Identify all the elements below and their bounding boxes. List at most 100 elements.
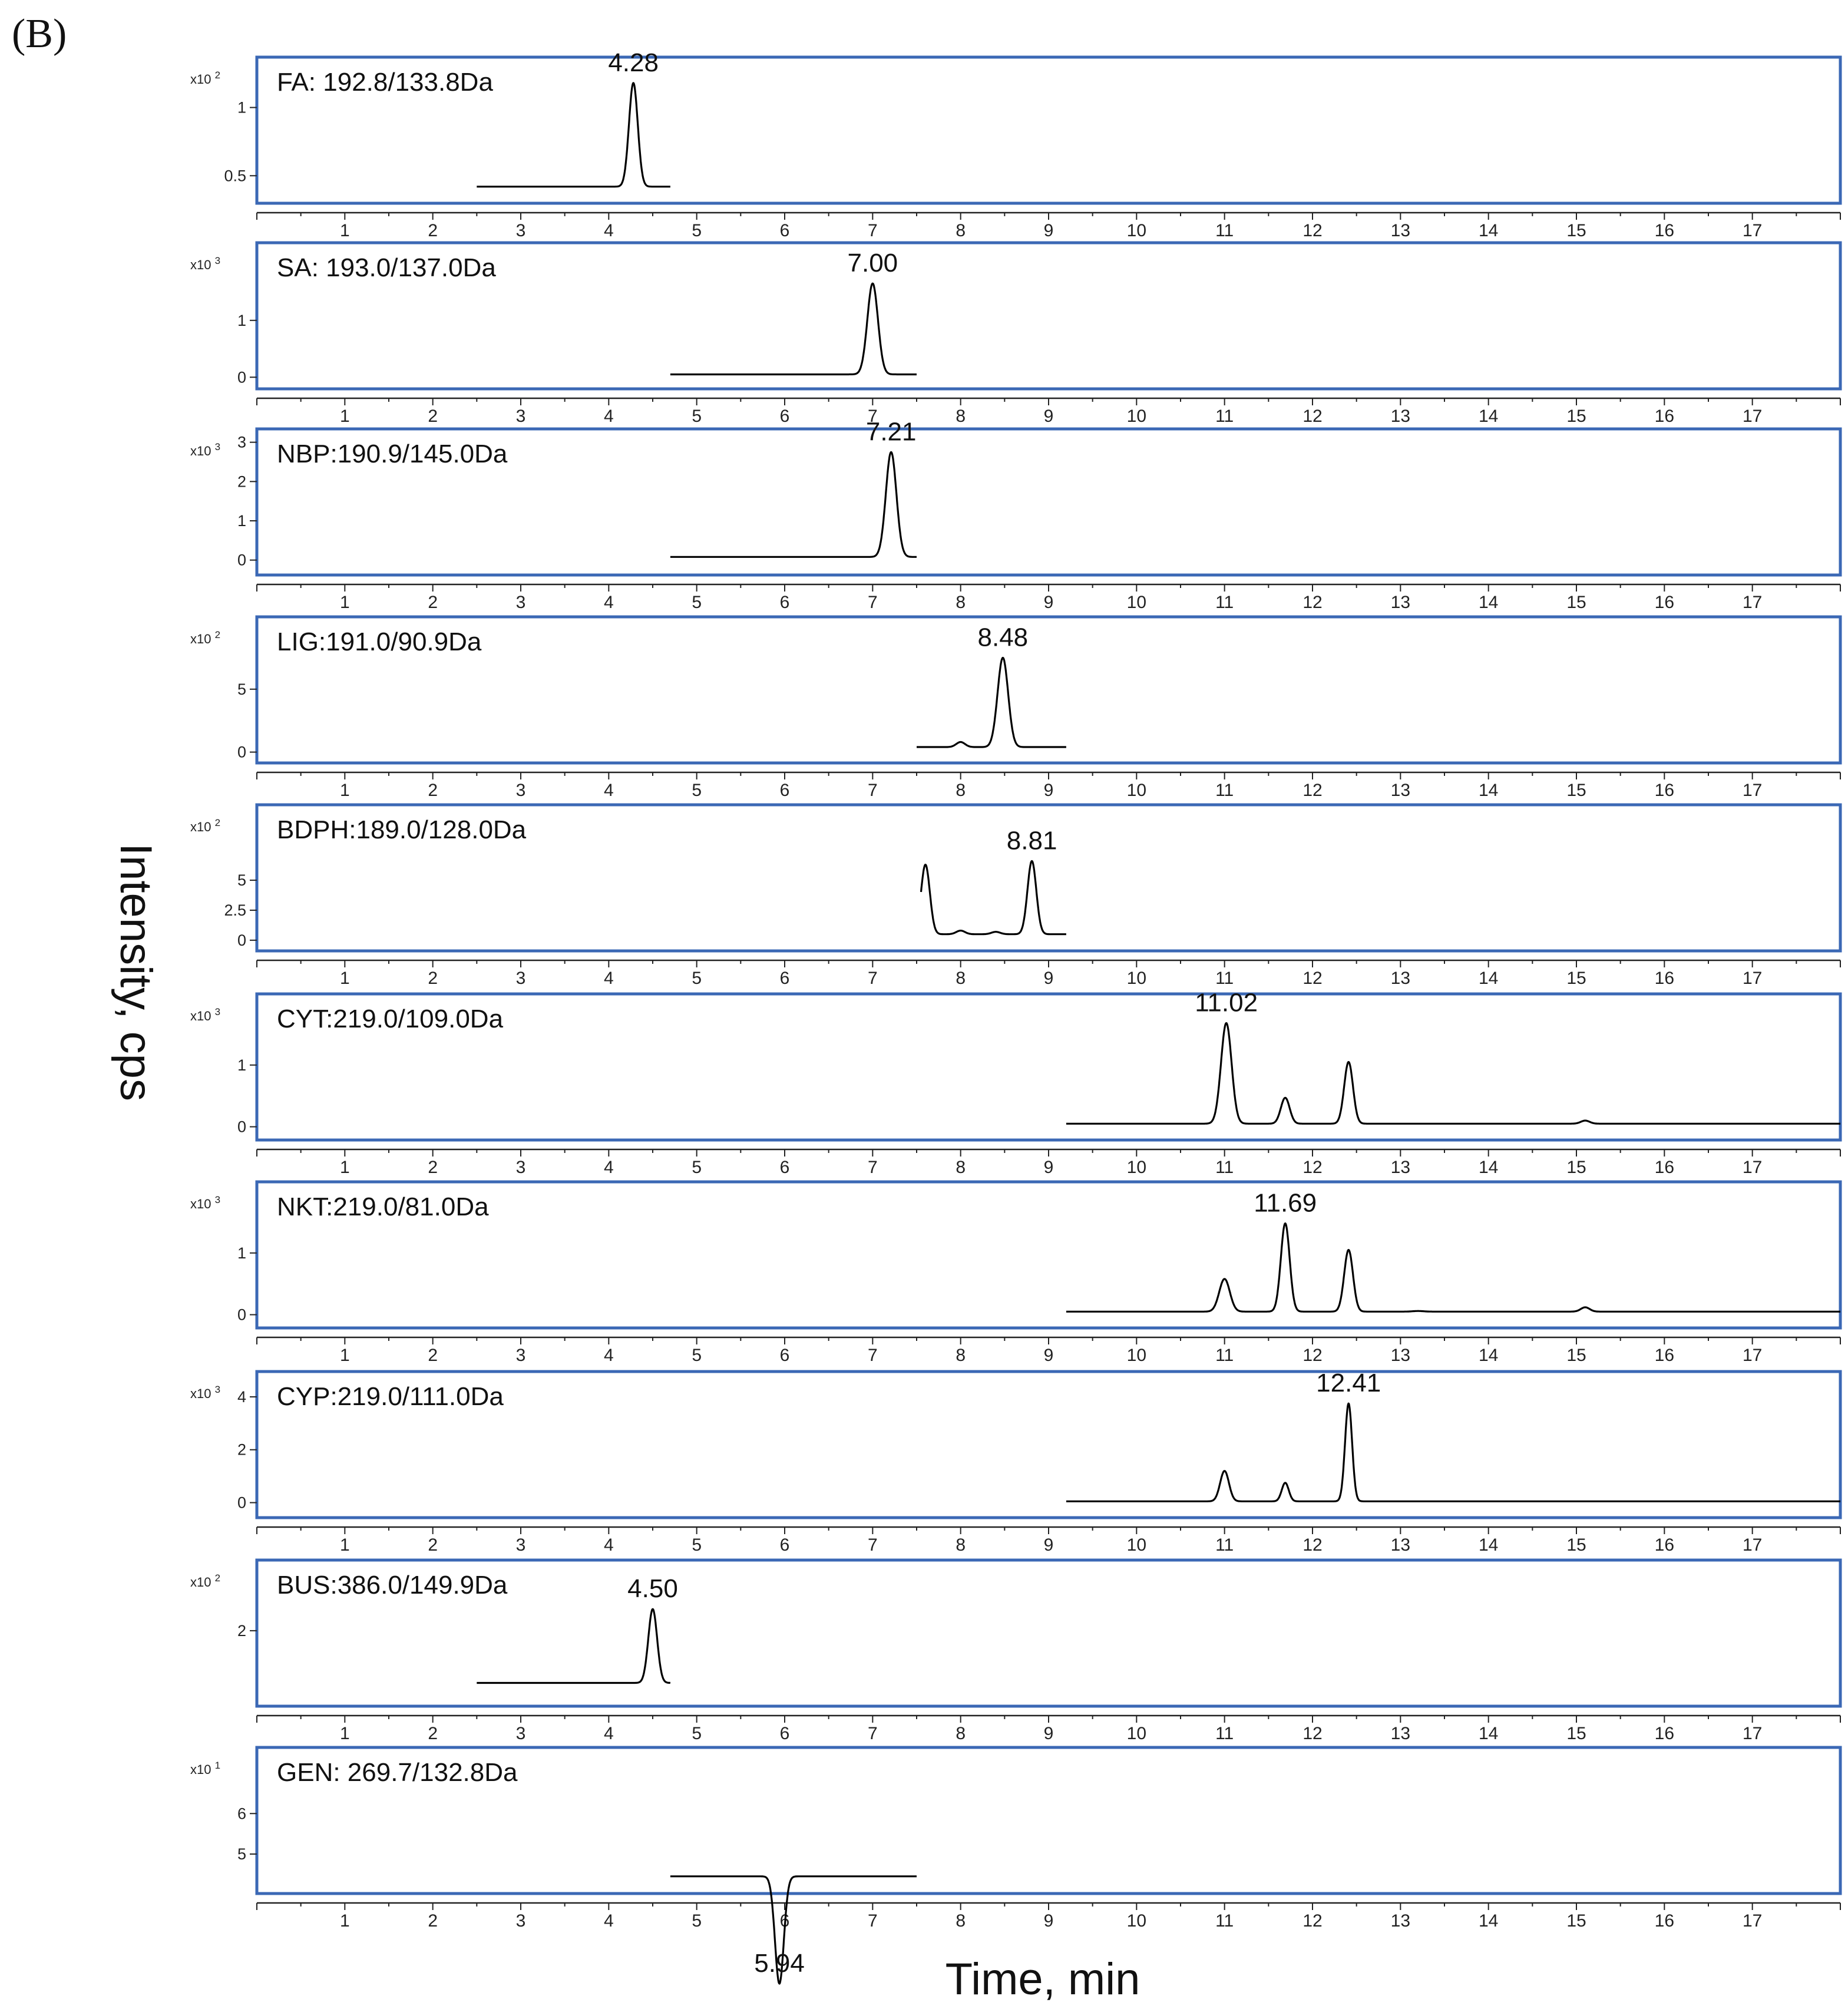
x-tick-label: 2	[428, 593, 438, 612]
x-tick-label: 7	[868, 1911, 878, 1931]
chromatogram-trace	[476, 82, 671, 188]
x-tick-label: 16	[1655, 1911, 1674, 1931]
x-tick-label: 13	[1391, 781, 1410, 800]
x-tick-label: 10	[1127, 593, 1146, 612]
y-tick-label: 0	[237, 1118, 246, 1136]
y-tick-label: 2.5	[224, 901, 246, 919]
x-tick-label: 9	[1044, 1911, 1054, 1931]
x-tick-label: 11	[1215, 1158, 1234, 1177]
x-tick-label: 10	[1127, 1724, 1146, 1743]
x-tick-label: 7	[868, 593, 878, 612]
x-tick-label: 14	[1479, 1158, 1498, 1177]
x-tick-label: 8	[956, 1724, 966, 1743]
x-tick-label: 1	[340, 593, 350, 612]
x-tick-label: 8	[956, 221, 966, 240]
chromatogram-trace	[1065, 1022, 1841, 1125]
x-tick-label: 4	[604, 781, 614, 800]
y-multiplier: x10 2	[190, 1572, 220, 1590]
x-tick-label: 10	[1127, 221, 1146, 240]
x-tick-label: 5	[692, 781, 702, 800]
x-tick-label: 16	[1655, 781, 1674, 800]
x-tick-label: 15	[1566, 593, 1586, 612]
x-tick-label: 12	[1302, 1535, 1322, 1555]
y-multiplier-exponent: 3	[215, 1194, 220, 1205]
panel-title: CYT:219.0/109.0Da	[277, 1004, 504, 1033]
y-tick-label: 1	[237, 1056, 246, 1074]
x-tick-label: 5	[692, 221, 702, 240]
panel-title: CYP:219.0/111.0Da	[277, 1382, 504, 1411]
x-tick-label: 3	[516, 593, 526, 612]
y-multiplier-exponent: 2	[215, 70, 220, 81]
x-tick-label: 17	[1743, 1911, 1762, 1931]
x-tick-label: 3	[516, 781, 526, 800]
x-tick-label: 9	[1044, 593, 1054, 612]
x-tick-label: 13	[1391, 593, 1410, 612]
x-tick-label: 16	[1655, 593, 1674, 612]
x-tick-label: 16	[1655, 407, 1674, 426]
x-tick-label: 7	[868, 969, 878, 988]
chromatogram-trace	[1065, 1402, 1841, 1502]
peak-label: 8.48	[978, 623, 1029, 652]
x-tick-label: 15	[1566, 221, 1586, 240]
x-tick-label: 7	[868, 407, 878, 426]
peak-label: 7.21	[866, 417, 917, 446]
x-tick-label: 3	[516, 1158, 526, 1177]
x-tick-label: 4	[604, 1911, 614, 1931]
x-tick-label: 5	[692, 969, 702, 988]
x-tick-label: 13	[1391, 1158, 1410, 1177]
chromatogram-trace	[1065, 1222, 1841, 1313]
x-tick-label: 6	[780, 1346, 790, 1365]
x-tick-label: 7	[868, 1346, 878, 1365]
chromatogram-trace	[669, 282, 917, 376]
x-tick-label: 6	[780, 593, 790, 612]
y-multiplier-exponent: 2	[215, 629, 220, 640]
x-tick-label: 17	[1743, 1535, 1762, 1555]
x-tick-label: 11	[1215, 593, 1234, 612]
x-tick-label: 1	[340, 1158, 350, 1177]
x-tick-label: 11	[1215, 221, 1234, 240]
x-tick-label: 8	[956, 1911, 966, 1931]
panel-title: GEN: 269.7/132.8Da	[277, 1758, 518, 1787]
y-tick-label: 5	[237, 871, 246, 889]
y-multiplier: x10 3	[190, 1194, 220, 1211]
x-tick-label: 5	[692, 1346, 702, 1365]
x-tick-label: 17	[1743, 407, 1762, 426]
x-tick-label: 12	[1302, 221, 1322, 240]
x-tick-label: 9	[1044, 1724, 1054, 1743]
y-multiplier: x10 2	[190, 629, 220, 646]
x-tick-label: 12	[1302, 781, 1322, 800]
peak-label: 7.00	[848, 249, 898, 277]
x-tick-label: 13	[1391, 407, 1410, 426]
x-tick-label: 2	[428, 1724, 438, 1743]
x-tick-label: 1	[340, 969, 350, 988]
x-tick-label: 5	[692, 1724, 702, 1743]
peak-label: 5.94	[754, 1949, 805, 1978]
x-tick-label: 6	[780, 407, 790, 426]
y-tick-label: 3	[237, 434, 246, 451]
x-tick-label: 11	[1215, 1911, 1234, 1931]
y-multiplier: x10 2	[190, 70, 220, 87]
panel-frame	[255, 803, 1842, 953]
x-tick-label: 5	[692, 593, 702, 612]
chromatogram-trace	[476, 1608, 671, 1684]
x-tick-label: 16	[1655, 1158, 1674, 1177]
y-axis-title: Intensity, cps	[111, 843, 161, 1101]
panel-title: SA: 193.0/137.0Da	[277, 253, 496, 282]
peak-label: 11.69	[1254, 1188, 1317, 1217]
x-tick-label: 9	[1044, 1158, 1054, 1177]
x-tick-label: 12	[1302, 1346, 1322, 1365]
panel-frame	[255, 241, 1842, 391]
panel-title: NBP:190.9/145.0Da	[277, 440, 508, 468]
x-tick-label: 2	[428, 1911, 438, 1931]
x-tick-label: 15	[1566, 1911, 1586, 1931]
x-tick-label: 6	[780, 969, 790, 988]
x-tick-label: 10	[1127, 1535, 1146, 1555]
x-tick-label: 13	[1391, 1911, 1410, 1931]
x-tick-label: 17	[1743, 1724, 1762, 1743]
x-tick-label: 9	[1044, 781, 1054, 800]
